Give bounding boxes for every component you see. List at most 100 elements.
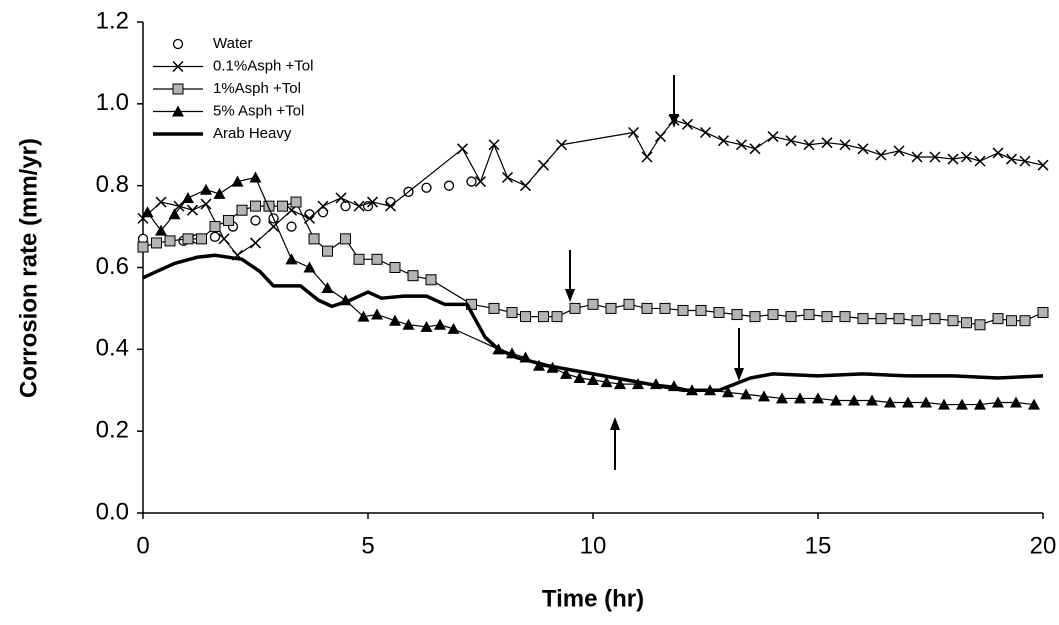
marker (209, 221, 221, 233)
marker (974, 319, 986, 331)
marker (929, 151, 941, 163)
marker (758, 390, 770, 402)
marker (474, 176, 487, 188)
marker (794, 392, 806, 404)
marker (614, 378, 626, 390)
marker (627, 126, 640, 139)
marker (488, 139, 500, 151)
marker (735, 139, 748, 151)
marker (443, 180, 455, 191)
marker (389, 314, 401, 326)
marker (200, 198, 212, 210)
x-tick-label: 0 (136, 532, 149, 559)
marker (785, 311, 797, 323)
marker (681, 118, 694, 130)
marker (821, 311, 833, 323)
marker (538, 311, 549, 323)
marker (677, 304, 689, 316)
series-line (142, 253, 1044, 392)
legend-entry: 5% Asph +Tol (153, 102, 304, 119)
marker (929, 313, 941, 325)
marker (699, 126, 712, 139)
legend-label: Water (213, 35, 252, 52)
marker (587, 374, 599, 386)
legend-label: 5% Asph +Tol (213, 102, 304, 119)
marker (839, 139, 851, 151)
marker (267, 221, 280, 233)
marker (974, 155, 986, 167)
marker (277, 200, 288, 212)
y-tick-label: 0.8 (96, 171, 129, 198)
marker (218, 233, 230, 245)
marker (920, 396, 932, 408)
marker (172, 60, 184, 73)
marker (421, 182, 432, 193)
marker (533, 359, 545, 371)
marker (902, 396, 914, 408)
marker (641, 302, 653, 314)
marker (321, 281, 334, 293)
marker (1005, 153, 1018, 165)
marker (893, 145, 905, 157)
marker (501, 171, 514, 184)
y-tick-label: 0.0 (96, 498, 129, 525)
marker (407, 270, 419, 282)
marker (249, 237, 262, 249)
marker (520, 311, 531, 323)
marker (1037, 307, 1049, 319)
marker (1037, 159, 1049, 171)
marker (213, 187, 226, 199)
marker (992, 396, 1004, 408)
marker (839, 311, 851, 323)
marker (749, 311, 761, 323)
marker (286, 221, 297, 232)
marker (519, 180, 532, 192)
marker (402, 318, 415, 330)
marker (821, 137, 833, 149)
y-tick-label: 1.0 (96, 89, 129, 116)
marker (366, 196, 379, 208)
marker (231, 175, 244, 187)
marker (717, 135, 730, 147)
marker (322, 245, 333, 257)
marker (357, 310, 370, 322)
marker (172, 105, 184, 117)
marker (812, 392, 824, 404)
marker (317, 207, 329, 218)
marker (731, 309, 743, 321)
marker (151, 237, 162, 249)
marker (137, 241, 149, 253)
marker (911, 315, 923, 327)
series (142, 253, 1044, 392)
x-tick-label: 20 (1030, 532, 1057, 559)
marker (384, 200, 397, 212)
marker (960, 151, 973, 163)
legend-label: 0.1%Asph +Tol (213, 57, 313, 74)
marker (587, 298, 599, 310)
marker (371, 253, 383, 265)
marker (830, 394, 842, 406)
marker (654, 131, 667, 143)
x-tick-label: 5 (361, 532, 374, 559)
y-axis-title: Corrosion rate (mm/yr) (15, 138, 42, 398)
marker (186, 204, 199, 216)
marker (605, 302, 617, 314)
marker (848, 394, 860, 406)
series (137, 196, 1049, 331)
marker (340, 233, 351, 245)
legend-entry: Water (172, 35, 252, 52)
marker (893, 313, 905, 325)
marker (249, 171, 262, 183)
marker (290, 196, 302, 208)
series-line (147, 176, 1035, 406)
marker (223, 214, 234, 226)
marker (659, 302, 671, 314)
marker (875, 313, 887, 325)
marker (947, 153, 959, 165)
marker (209, 231, 221, 242)
marker (866, 394, 878, 406)
marker (875, 149, 887, 161)
x-tick-label: 10 (580, 532, 607, 559)
marker (488, 302, 500, 314)
x-axis-title: Time (hr) (542, 585, 644, 612)
